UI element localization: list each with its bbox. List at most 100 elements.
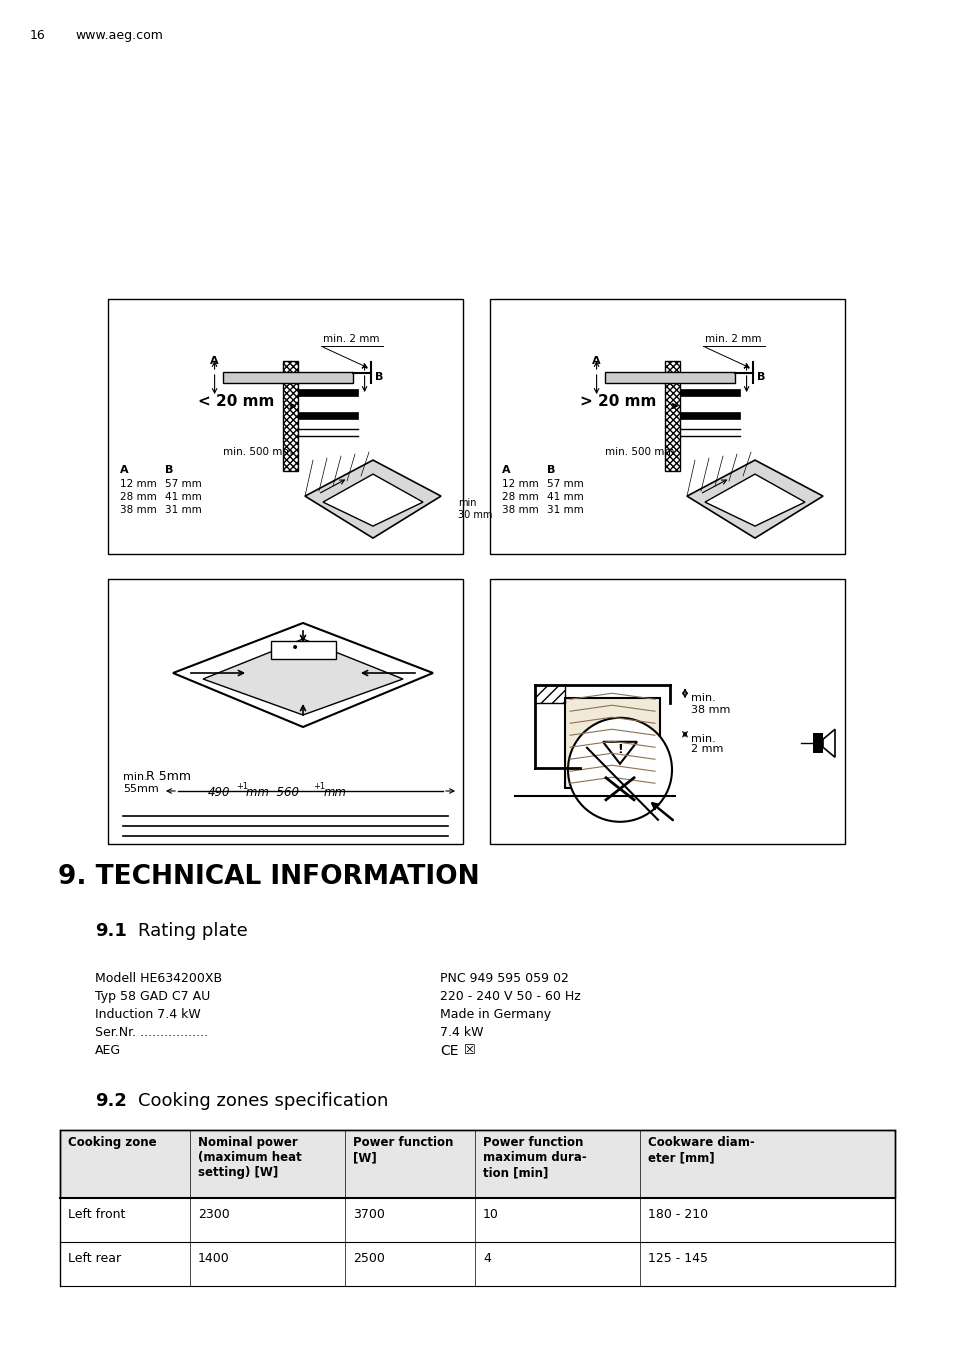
Text: 220 - 240 V 50 - 60 Hz: 220 - 240 V 50 - 60 Hz [439,990,580,1003]
Text: 31 mm: 31 mm [546,505,583,515]
Text: 3700: 3700 [353,1208,384,1221]
Text: 31 mm: 31 mm [165,505,201,515]
Text: 38 mm: 38 mm [690,705,730,715]
Text: < 20 mm: < 20 mm [198,394,274,409]
Polygon shape [704,474,804,527]
Text: Cooking zone: Cooking zone [68,1136,156,1150]
Text: 28 mm: 28 mm [120,492,156,502]
Bar [564,699,659,788]
Text: 125 - 145: 125 - 145 [647,1252,707,1265]
Text: Made in Germany: Made in Germany [439,1007,551,1021]
Text: 41 mm: 41 mm [546,492,583,502]
Text: > 20 mm: > 20 mm [579,394,656,409]
Text: mm  560: mm 560 [246,787,298,799]
Text: Rating plate: Rating plate [138,922,248,940]
Text: A: A [120,464,129,475]
Text: +1: +1 [235,783,248,791]
Bar [297,389,357,395]
Text: 12 mm: 12 mm [501,479,538,489]
Text: Power function
maximum dura-
tion [min]: Power function maximum dura- tion [min] [482,1136,586,1179]
Text: Modell HE634200XB: Modell HE634200XB [95,972,222,984]
Text: Left front: Left front [68,1208,125,1221]
Text: 1400: 1400 [198,1252,230,1265]
Bar [664,362,679,471]
Text: 9.1: 9.1 [95,922,127,940]
Bar [490,299,844,554]
Text: PNC 949 595 059 02: PNC 949 595 059 02 [439,972,568,984]
Text: 57 mm: 57 mm [546,479,583,489]
Text: www.aeg.com: www.aeg.com [75,28,163,42]
Bar [679,412,739,418]
Text: ☒: ☒ [463,1044,476,1057]
Text: 38 mm: 38 mm [501,505,538,515]
Text: Ser.Nr. .................: Ser.Nr. ................. [95,1026,208,1039]
Text: 16: 16 [30,28,46,42]
Circle shape [567,718,671,822]
Bar [490,580,844,844]
Text: !: ! [617,743,622,757]
Text: 57 mm: 57 mm [165,479,201,489]
Text: 28 mm: 28 mm [501,492,538,502]
Text: 7.4 kW: 7.4 kW [439,1026,483,1039]
Text: 2500: 2500 [353,1252,384,1265]
Text: 490: 490 [208,787,231,799]
Text: R 5mm: R 5mm [146,770,191,783]
Text: min. 2 mm: min. 2 mm [704,334,760,344]
Text: •: • [291,640,299,655]
Bar [297,412,357,418]
Text: 4: 4 [482,1252,491,1265]
Text: A: A [501,464,510,475]
Text: B: B [165,464,173,475]
Text: 180 - 210: 180 - 210 [647,1208,707,1221]
Text: min. 500 mm: min. 500 mm [223,447,293,456]
Text: 12 mm: 12 mm [120,479,156,489]
Bar [271,640,335,659]
Bar [535,685,564,703]
Text: B: B [546,464,555,475]
Polygon shape [686,460,822,538]
Bar [282,362,297,471]
Text: mm: mm [324,787,347,799]
Bar [108,299,462,554]
Bar [222,372,353,383]
Text: 9. TECHNICAL INFORMATION: 9. TECHNICAL INFORMATION [58,864,479,890]
Text: Induction 7.4 kW: Induction 7.4 kW [95,1007,200,1021]
Text: Cooking zones specification: Cooking zones specification [138,1091,388,1110]
Polygon shape [822,730,834,757]
Bar [108,580,462,844]
Polygon shape [203,639,402,715]
Bar [60,1131,894,1198]
Text: Left rear: Left rear [68,1252,121,1265]
Text: min.: min. [690,734,715,745]
Text: Power function
[W]: Power function [W] [353,1136,453,1164]
Text: 38 mm: 38 mm [120,505,156,515]
Text: min. 500 mm: min. 500 mm [604,447,674,456]
Bar [60,1242,894,1286]
Text: AEG: AEG [95,1044,121,1057]
Text: +1: +1 [313,783,325,791]
Bar [60,1198,894,1242]
Text: B: B [375,372,382,382]
Text: min.: min. [690,693,715,703]
Text: 2 mm: 2 mm [690,745,722,754]
Text: min. 2 mm: min. 2 mm [322,334,378,344]
Polygon shape [323,474,422,527]
Bar [812,734,822,753]
Text: CE: CE [439,1044,458,1057]
Text: A: A [592,356,600,366]
Text: Cookware diam-
eter [mm]: Cookware diam- eter [mm] [647,1136,754,1164]
Text: Typ 58 GAD C7 AU: Typ 58 GAD C7 AU [95,990,210,1003]
Bar [604,372,734,383]
Text: A: A [210,356,218,366]
Text: B: B [756,372,764,382]
Text: 9.2: 9.2 [95,1091,127,1110]
Text: 2300: 2300 [198,1208,230,1221]
Bar [679,389,739,395]
Text: 10: 10 [482,1208,498,1221]
Text: Nominal power
(maximum heat
setting) [W]: Nominal power (maximum heat setting) [W] [198,1136,301,1179]
Polygon shape [305,460,440,538]
Text: min
30 mm: min 30 mm [457,498,492,520]
Polygon shape [602,742,637,764]
Text: min.
55mm: min. 55mm [123,772,158,793]
Text: 41 mm: 41 mm [165,492,201,502]
